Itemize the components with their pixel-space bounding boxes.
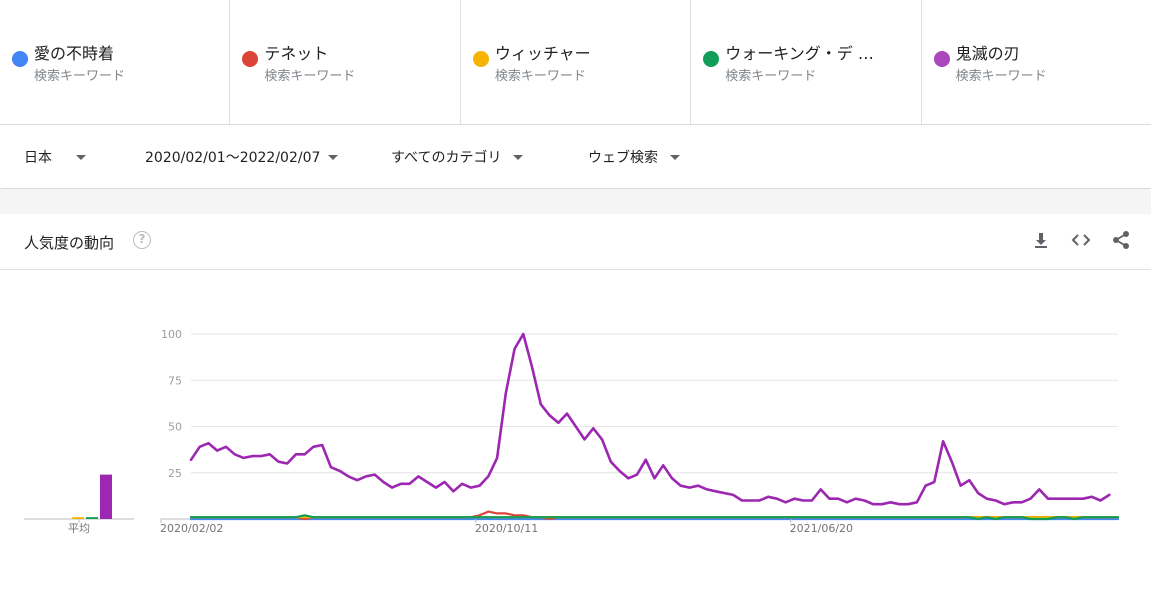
term-name: ウィッチャー [494,44,591,63]
search-terms-bar: 愛の不時着 検索キーワード テネット 検索キーワード ウィッチャー 検索キーワー… [0,0,1151,125]
y-tick-label: 100 [161,328,182,341]
chart-gridlines: 25 50 75 100 [161,328,1118,520]
average-label: 平均 [68,522,90,535]
section-divider [0,189,1151,214]
term-type: 検索キーワード [264,69,356,84]
series-line [189,332,1111,506]
term-name: 愛の不時着 [34,44,115,63]
share-icon[interactable] [1110,229,1132,251]
chevron-down-icon [328,154,339,160]
help-icon[interactable]: ? [133,231,151,249]
y-tick-label: 25 [168,467,182,480]
average-panel: 平均 [24,474,134,535]
series-color-dot [12,51,28,67]
series-color-dot [242,51,259,67]
average-bar [100,474,112,519]
term-card-4[interactable]: ウォーキング・デ … 検索キーワード [691,0,922,124]
chart-series [189,332,1120,521]
series-color-dot [703,51,720,67]
average-bar [72,517,84,519]
chevron-down-icon [670,154,680,160]
series-line [189,514,1120,521]
term-name: ウォーキング・デ … [725,44,874,63]
average-bar [86,517,98,519]
term-name: 鬼滅の刃 [955,44,1020,63]
term-card-5[interactable]: 鬼滅の刃 検索キーワード [922,0,1151,124]
x-tick-label: 2020/10/11 [475,522,538,535]
y-tick-label: 75 [168,374,182,387]
category-label: すべてのカテゴリ [391,150,502,166]
term-card-3[interactable]: ウィッチャー 検索キーワード [461,0,692,124]
term-type: 検索キーワード [725,69,817,84]
search-type-label: ウェブ検索 [588,150,658,166]
chevron-down-icon [76,154,86,160]
term-card-2[interactable]: テネット 検索キーワード [230,0,461,124]
term-name: テネット [264,44,329,63]
filter-bar: 日本 2020/02/01～2022/02/07 すべてのカテゴリ ウェブ検索 [0,125,1151,188]
date-range-dropdown[interactable]: 2020/02/01～2022/02/07 [145,147,339,167]
term-type: 検索キーワード [955,69,1047,84]
widget-title: 人気度の動向 [24,234,115,252]
term-type: 検索キーワード [34,69,126,84]
embed-icon[interactable] [1070,229,1092,251]
x-tick-label: 2021/06/20 [790,522,853,535]
download-icon[interactable] [1030,229,1052,251]
chart-x-axis: 2020/02/02 2020/10/11 2021/06/20 [160,519,853,535]
y-tick-label: 50 [168,421,182,434]
series-color-dot [472,51,489,67]
chevron-down-icon [513,154,524,160]
search-type-dropdown[interactable]: ウェブ検索 [588,147,680,167]
date-range-label: 2020/02/01～2022/02/07 [145,150,321,166]
x-tick-label: 2020/02/02 [160,522,223,535]
region-dropdown[interactable]: 日本 [24,147,86,167]
interest-over-time-chart: 平均 25 50 75 100 2020/02/02 2020/10/11 2021/06… [24,328,1120,535]
term-card-1[interactable]: 愛の不時着 検索キーワード [0,0,231,124]
category-dropdown[interactable]: すべてのカテゴリ [391,147,524,167]
term-type: 検索キーワード [494,69,586,84]
region-label: 日本 [24,150,52,166]
widget-header: 人気度の動向 ? [0,214,1151,270]
series-color-dot [933,51,950,67]
